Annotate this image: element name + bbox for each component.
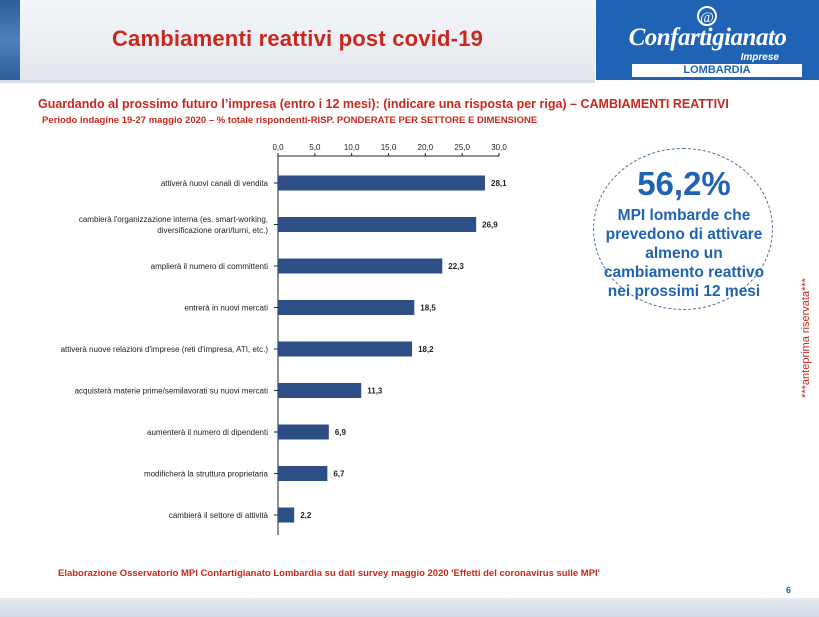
header-divider [0, 80, 595, 83]
source-note: Elaborazione Osservatorio MPI Confartigi… [58, 568, 600, 579]
page-title: Cambiamenti reattivi post covid-19 [111, 26, 484, 51]
category-label: attiverà nuove relazioni d'imprese (reti… [61, 345, 269, 354]
bar [278, 300, 415, 315]
bar-value-label: 2,2 [300, 511, 312, 520]
category-label: cambierà il settore di attività [169, 511, 269, 520]
x-tick-label: 20,0 [418, 143, 434, 152]
category-label: aumenterà il numero di dipendenti [147, 428, 268, 437]
x-tick-label: 25,0 [454, 143, 470, 152]
bar [278, 466, 328, 481]
footer-bar [0, 598, 819, 617]
bar-value-label: 28,1 [491, 179, 507, 188]
header-bar: Cambiamenti reattivi post covid-19 [0, 0, 595, 80]
bar-value-label: 11,3 [367, 387, 383, 396]
category-label: entrerà in nuovi mercati [184, 304, 268, 313]
bar-value-label: 18,2 [418, 345, 434, 354]
bar-value-label: 18,5 [420, 304, 436, 313]
survey-period: Periodo indagine 19-27 maggio 2020 – % t… [42, 115, 538, 126]
category-label: amplierà il numero di committenti [151, 262, 269, 271]
bar [278, 507, 295, 523]
question-text: Guardando al prossimo futuro l’impresa (… [38, 97, 729, 111]
confartigianato-logo: @ Confartigianato Imprese LOMBARDIA [596, 0, 819, 80]
logo-region: LOMBARDIA [632, 64, 802, 77]
bar [278, 383, 362, 398]
category-label: attiverà nuovi canali di vendita [161, 179, 269, 188]
x-tick-label: 10,0 [344, 143, 360, 152]
bar [278, 217, 477, 232]
at-symbol-icon: @ [697, 6, 717, 26]
bar [278, 341, 413, 357]
bar-value-label: 6,9 [335, 428, 347, 437]
x-tick-label: 15,0 [381, 143, 397, 152]
page-number: 6 [786, 585, 792, 595]
side-note-text: ***anteprima riservata*** [800, 278, 812, 398]
category-label: acquisterà materie prime/semilavorati su… [75, 387, 269, 396]
highlight-callout: 56,2% MPI lombarde che prevedono di atti… [593, 148, 773, 310]
x-tick-label: 30,0 [491, 143, 507, 152]
x-tick-label: 0,0 [272, 143, 284, 152]
logo-name: Confartigianato [628, 24, 787, 51]
logo-subtitle: Imprese [740, 52, 779, 63]
bar-value-label: 6,7 [333, 470, 345, 479]
bar [278, 424, 329, 440]
x-tick-label: 5,0 [309, 143, 321, 152]
category-label: modificherà la struttura proprietaria [144, 470, 269, 479]
side-note: ***anteprima riservata*** [799, 272, 813, 404]
bar [278, 175, 486, 191]
category-label: diversificazione orari/turni, etc.) [157, 226, 268, 235]
callout-text: MPI lombarde che prevedono di attivare a… [603, 207, 765, 300]
bar [278, 258, 443, 274]
bar-value-label: 26,9 [482, 221, 498, 230]
category-label: cambierà l'organizzazione interna (es. s… [79, 215, 268, 224]
bar-value-label: 22,3 [448, 262, 464, 271]
header-accent [0, 0, 20, 80]
callout-value: 56,2% [637, 165, 731, 202]
bar-chart: 0,0 5,0 10,0 15,0 20,0 25,0 30,0 28,1 attiverà n… [61, 143, 507, 535]
